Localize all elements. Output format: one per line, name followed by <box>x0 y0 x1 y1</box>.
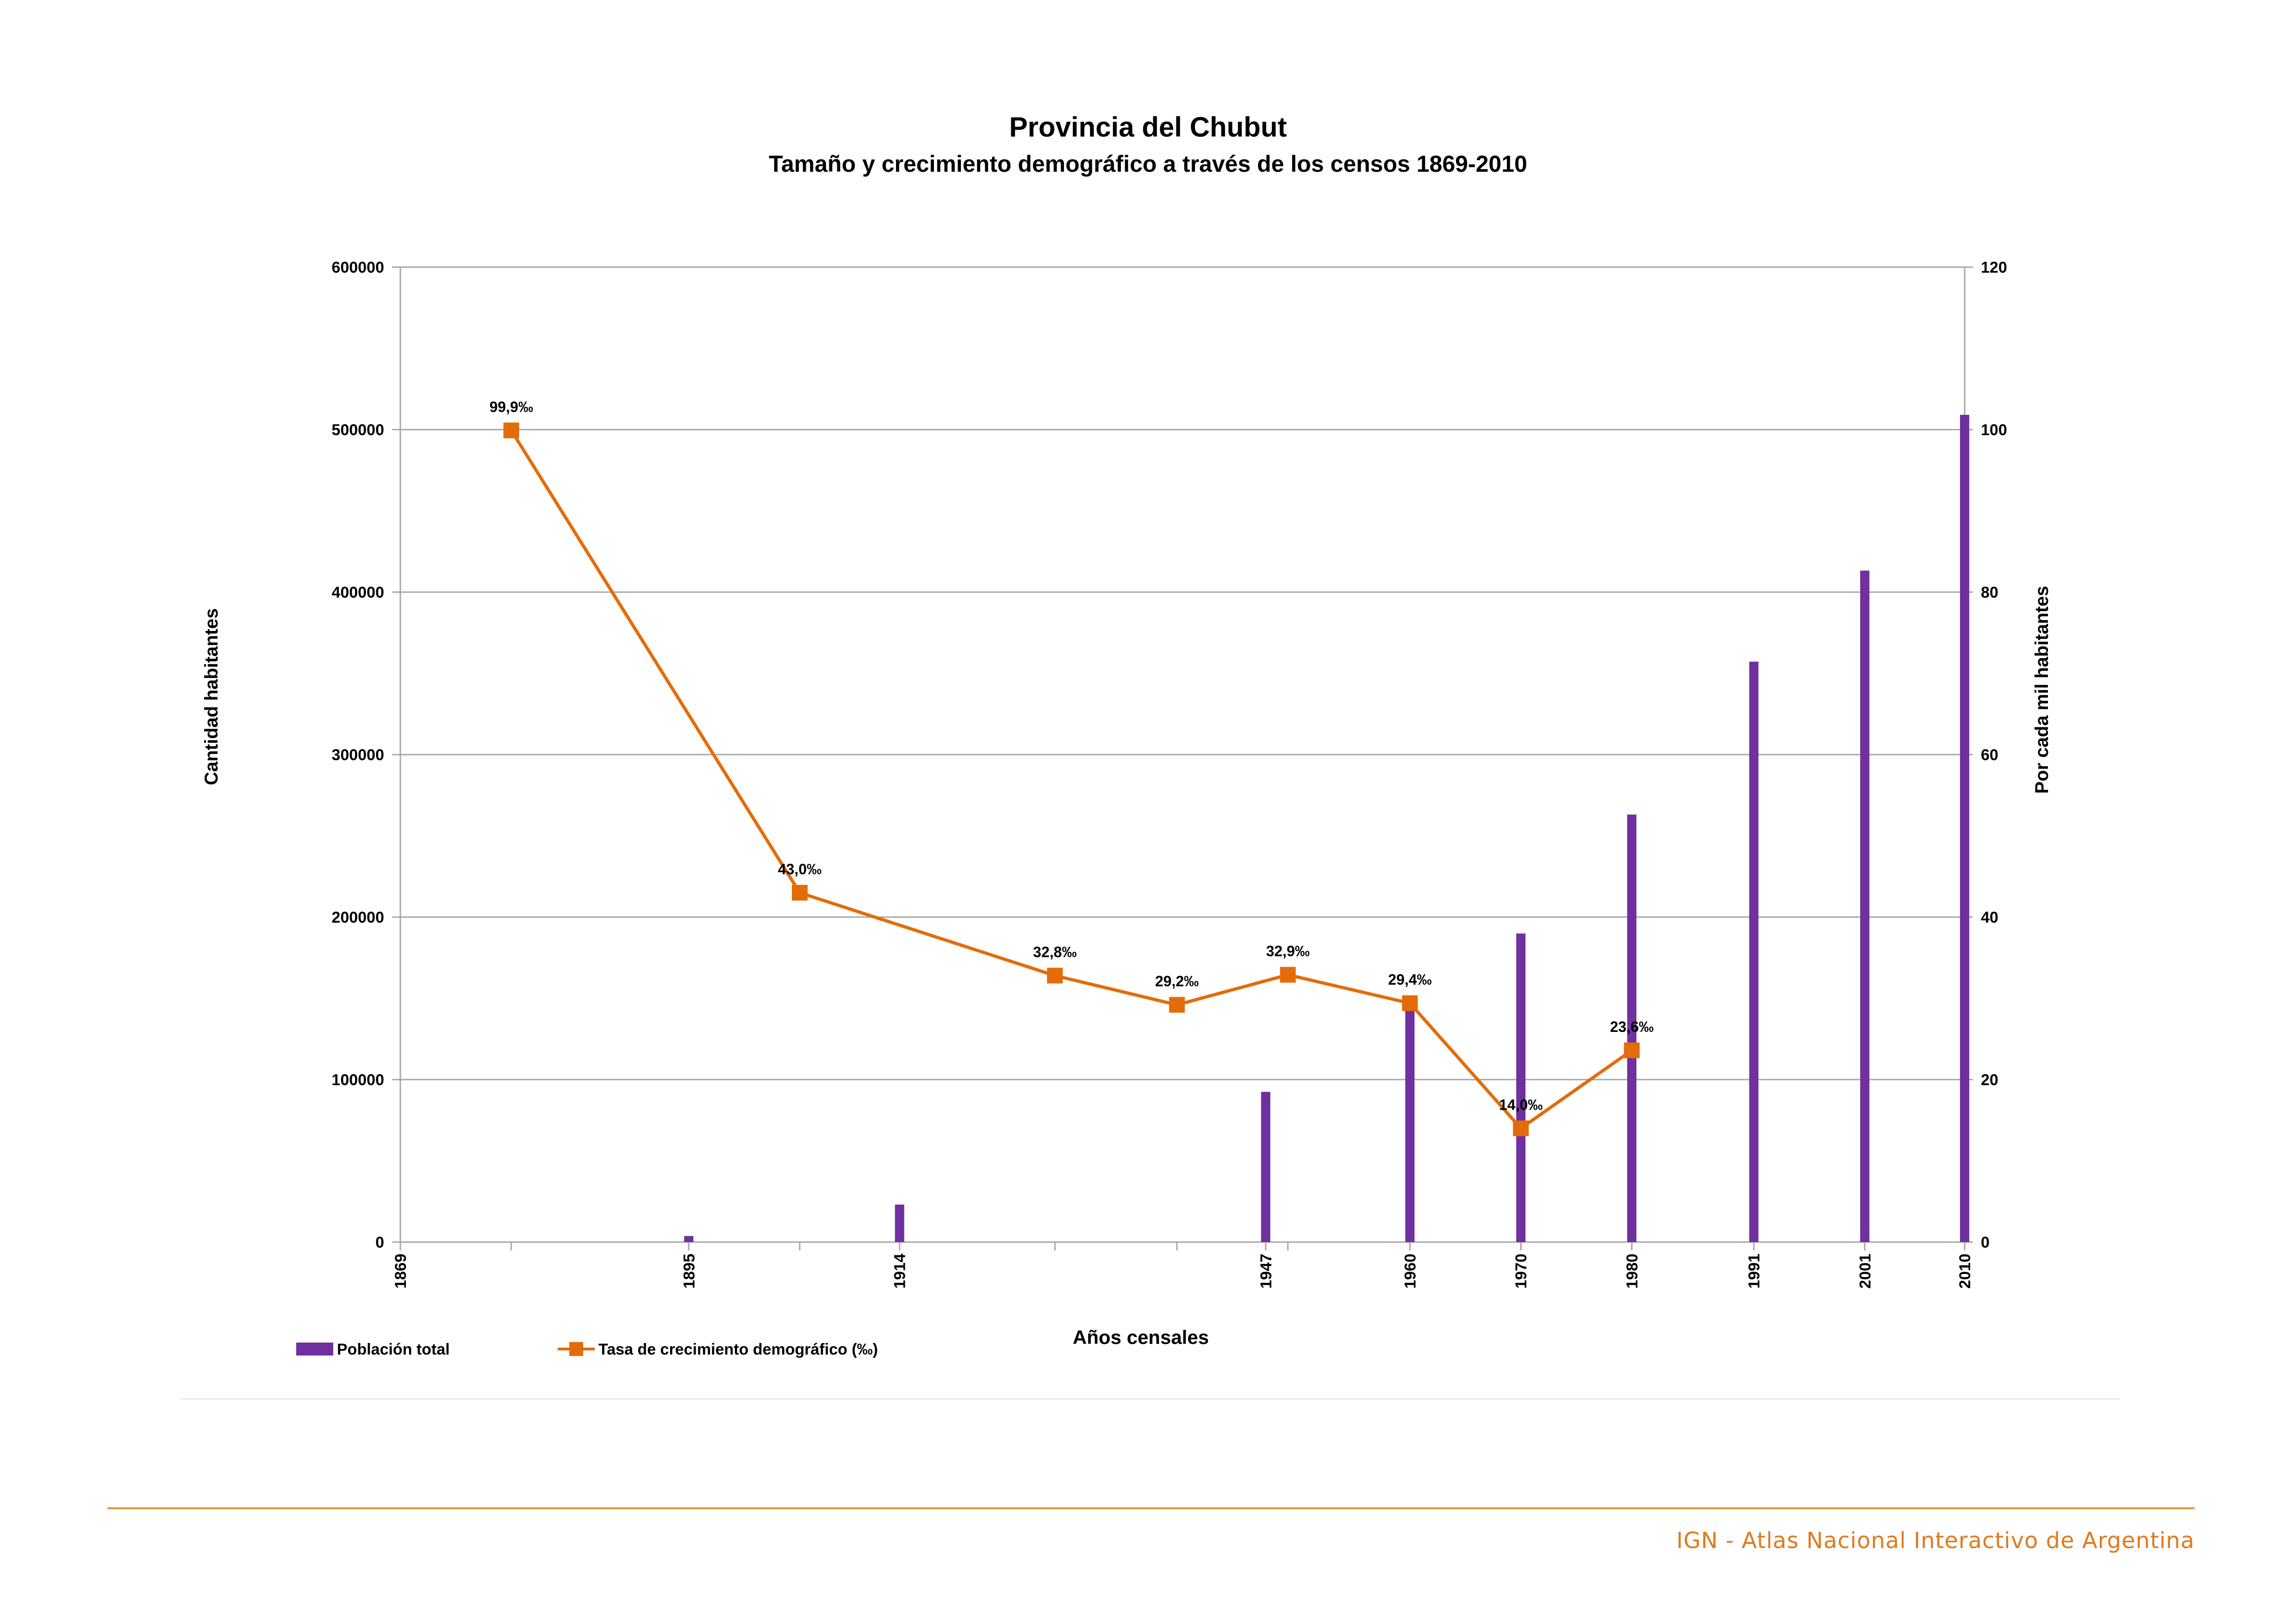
legend-label-population: Población total <box>337 1341 450 1358</box>
population-bar <box>1405 1011 1415 1242</box>
growth-rate-data-label: 32,8‰ <box>1033 943 1076 960</box>
growth-rate-data-label: 99,9‰ <box>490 399 533 415</box>
x-tick-label: 1914 <box>891 1254 909 1289</box>
legend-label-growth: Tasa de crecimiento demográfico (‰) <box>598 1341 878 1358</box>
legend-swatch-growth-marker <box>569 1342 583 1356</box>
line-layer <box>503 422 1640 1137</box>
population-bar <box>1261 1092 1270 1242</box>
population-bar <box>1516 933 1526 1242</box>
x-tick-label: 2010 <box>1956 1254 1974 1289</box>
chart-bottom-divider <box>180 1398 2120 1399</box>
x-tick-label: 1991 <box>1746 1254 1763 1289</box>
population-bar <box>1627 814 1636 1242</box>
y-right-tick-label: 100 <box>1981 421 2007 439</box>
chart-subtitle: Tamaño y crecimiento demográfico a travé… <box>769 151 1527 177</box>
growth-rate-data-label: 43,0‰ <box>778 861 821 877</box>
y-right-tick-label: 20 <box>1981 1071 1998 1089</box>
growth-rate-data-label: 14,0‰ <box>1499 1096 1543 1113</box>
population-bar <box>684 1236 694 1242</box>
y-right-tick-label: 40 <box>1981 909 1998 926</box>
y-right-tick-label: 80 <box>1981 584 1998 601</box>
chart-title: Provincia del Chubut <box>1009 112 1287 143</box>
footer-divider <box>107 1507 2195 1509</box>
growth-rate-marker <box>1624 1042 1640 1058</box>
growth-rate-line <box>510 429 1633 1130</box>
x-axis-label: Años censales <box>1073 1326 1209 1348</box>
bars-layer <box>684 415 1969 1242</box>
axes-layer <box>392 266 1973 1250</box>
x-tick-label: 1960 <box>1401 1254 1419 1289</box>
x-tick-label: 2001 <box>1856 1254 1874 1289</box>
y-left-tick-label: 300000 <box>332 746 384 764</box>
y-left-tick-label: 400000 <box>332 584 384 601</box>
labels-layer: 0 0 100000 20 200000 40 300000 60 400000 80 500000… <box>332 259 2007 1289</box>
y-right-tick-label: 0 <box>1981 1234 1990 1251</box>
growth-rate-data-label: 23,6‰ <box>1610 1018 1654 1035</box>
population-bar <box>895 1205 904 1242</box>
growth-rate-marker <box>1513 1120 1529 1137</box>
growth-rate-data-label: 29,4‰ <box>1388 971 1431 988</box>
y-left-tick-label: 600000 <box>332 259 384 276</box>
x-tick-label: 1869 <box>392 1254 410 1289</box>
legend: Población total Tasa de crecimiento demo… <box>296 1341 878 1358</box>
growth-rate-marker <box>1280 967 1296 983</box>
growth-rate-marker <box>1047 968 1063 984</box>
grid-layer <box>400 266 1965 1081</box>
y-left-tick-label: 500000 <box>332 421 384 439</box>
population-bar <box>1860 570 1870 1242</box>
y-right-tick-label: 120 <box>1981 259 2007 276</box>
legend-swatch-population <box>296 1343 333 1355</box>
growth-rate-marker <box>1169 997 1185 1013</box>
growth-rate-marker <box>1402 995 1418 1012</box>
footer-credit: IGN - Atlas Nacional Interactivo de Arge… <box>1676 1528 2195 1554</box>
x-tick-label: 1980 <box>1624 1254 1641 1289</box>
x-tick-label: 1895 <box>680 1254 698 1289</box>
growth-rate-marker <box>503 422 519 438</box>
y-right-tick-label: 60 <box>1981 746 1998 764</box>
x-tick-label: 1947 <box>1257 1254 1275 1289</box>
population-bar <box>1749 662 1759 1242</box>
y-axis-right-label: Por cada mil habitantes <box>2032 586 2052 793</box>
y-left-tick-label: 0 <box>375 1234 384 1251</box>
y-axis-left-label: Cantidad habitantes <box>201 608 222 785</box>
growth-rate-marker <box>791 885 808 901</box>
x-tick-label: 1970 <box>1512 1254 1530 1289</box>
population-bar <box>1960 415 1969 1242</box>
growth-rate-data-label: 29,2‰ <box>1155 973 1199 990</box>
y-left-tick-label: 200000 <box>332 909 384 926</box>
y-left-tick-label: 100000 <box>332 1071 384 1089</box>
growth-rate-data-label: 32,9‰ <box>1266 943 1310 960</box>
